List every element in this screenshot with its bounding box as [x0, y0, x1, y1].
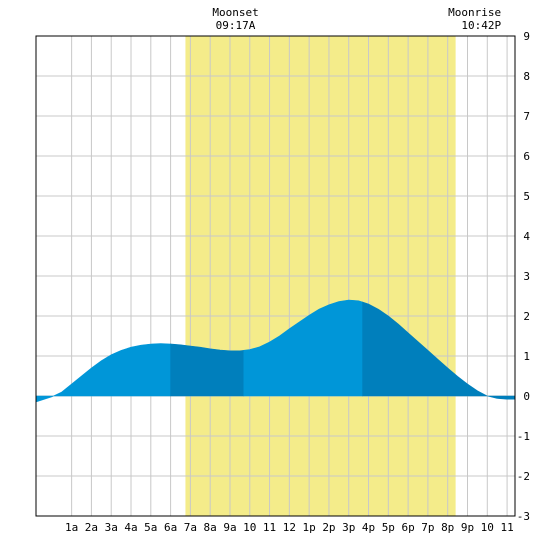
- x-tick-label: 8p: [441, 521, 454, 534]
- y-tick-label: 4: [523, 230, 530, 243]
- x-tick-label: 11: [500, 521, 513, 534]
- x-tick-label: 2p: [322, 521, 335, 534]
- x-tick-label: 5p: [382, 521, 395, 534]
- x-tick-label: 8a: [204, 521, 217, 534]
- x-tick-label: 4p: [362, 521, 375, 534]
- x-tick-label: 4a: [124, 521, 137, 534]
- y-tick-label: -1: [517, 430, 530, 443]
- y-tick-label: 8: [523, 70, 530, 83]
- y-tick-label: 6: [523, 150, 530, 163]
- x-tick-label: 2a: [85, 521, 98, 534]
- x-tick-label: 5a: [144, 521, 157, 534]
- x-tick-label: 1p: [303, 521, 316, 534]
- y-tick-label: 2: [523, 310, 530, 323]
- x-tick-label: 10: [481, 521, 494, 534]
- y-tick-label: -2: [517, 470, 530, 483]
- x-tick-label: 7p: [421, 521, 434, 534]
- x-tick-label: 9a: [223, 521, 236, 534]
- y-tick-label: 3: [523, 270, 530, 283]
- x-tick-label: 9p: [461, 521, 474, 534]
- y-tick-label: -3: [517, 510, 530, 523]
- x-tick-label: 7a: [184, 521, 197, 534]
- moon-event-label: Moonset: [212, 6, 258, 19]
- y-tick-label: 9: [523, 30, 530, 43]
- plot-border: [35, 35, 516, 517]
- moon-event-time: 09:17A: [216, 19, 256, 32]
- x-tick-label: 11: [263, 521, 276, 534]
- y-tick-label: 5: [523, 190, 530, 203]
- moon-event-label: Moonrise: [448, 6, 501, 19]
- tide-area-segment: [35, 343, 171, 403]
- x-tick-label: 1a: [65, 521, 78, 534]
- tide-area-segment: [170, 343, 245, 397]
- x-tick-label: 10: [243, 521, 256, 534]
- x-tick-label: 6p: [401, 521, 414, 534]
- x-tick-label: 3a: [105, 521, 118, 534]
- x-tick-label: 12: [283, 521, 296, 534]
- x-tick-label: 6a: [164, 521, 177, 534]
- tide-area-segment: [243, 299, 363, 397]
- y-tick-label: 0: [523, 390, 530, 403]
- x-tick-label: 3p: [342, 521, 355, 534]
- y-tick-label: 7: [523, 110, 530, 123]
- tide-area-segment: [362, 301, 516, 400]
- moon-event-time: 10:42P: [461, 19, 501, 32]
- y-tick-label: 1: [523, 350, 530, 363]
